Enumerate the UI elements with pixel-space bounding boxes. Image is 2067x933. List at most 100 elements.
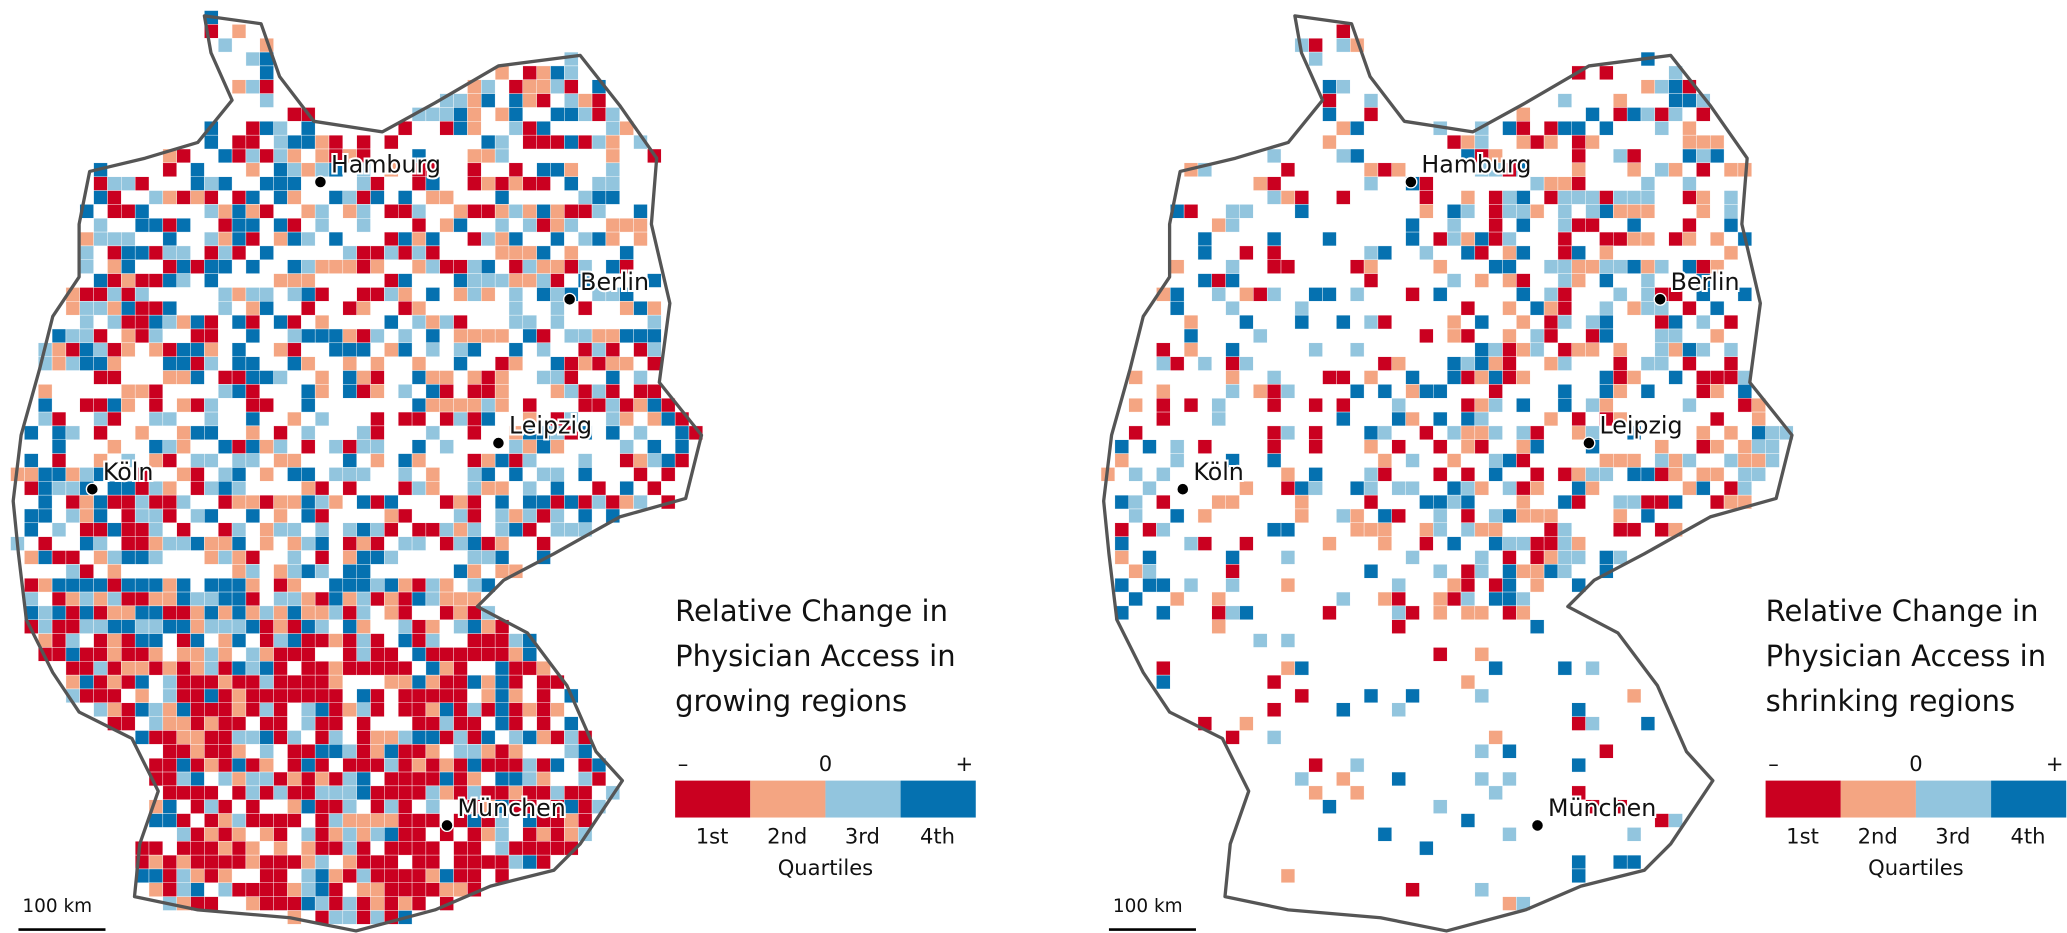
grid-cell bbox=[65, 619, 80, 634]
grid-cell bbox=[1280, 578, 1296, 593]
grid-cell bbox=[245, 564, 260, 579]
grid-cell bbox=[176, 370, 191, 385]
grid-cell bbox=[121, 245, 136, 260]
grid-cell bbox=[1599, 384, 1614, 399]
grid-cell bbox=[287, 896, 302, 911]
grid-cell bbox=[148, 550, 164, 565]
grid-cell bbox=[38, 467, 53, 482]
grid-cell bbox=[1405, 688, 1420, 704]
grid-cell bbox=[1599, 231, 1614, 247]
grid-cell bbox=[204, 176, 219, 191]
grid-cell bbox=[259, 882, 274, 897]
grid-cell bbox=[314, 218, 330, 233]
grid-cell bbox=[1571, 550, 1586, 565]
grid-cell bbox=[1516, 370, 1531, 385]
grid-cell bbox=[1530, 619, 1545, 634]
grid-cell bbox=[536, 259, 551, 274]
grid-cell bbox=[93, 273, 108, 288]
grid-cell bbox=[1654, 259, 1669, 274]
grid-cell bbox=[134, 674, 150, 690]
grid-cell bbox=[301, 287, 316, 302]
grid-cell bbox=[259, 827, 274, 842]
grid-cell bbox=[1613, 107, 1628, 122]
grid-cell bbox=[1128, 564, 1143, 579]
grid-cell bbox=[314, 204, 330, 219]
grid-cell bbox=[1405, 384, 1420, 399]
grid-cell bbox=[550, 107, 565, 122]
grid-cell bbox=[328, 882, 344, 897]
grid-cell bbox=[1530, 536, 1545, 551]
grid-cell bbox=[259, 65, 274, 80]
grid-cell bbox=[384, 578, 399, 593]
grid-cell bbox=[1391, 605, 1406, 620]
grid-cell bbox=[287, 231, 302, 247]
grid-cell bbox=[1446, 204, 1462, 219]
grid-cell bbox=[162, 785, 177, 800]
grid-cell bbox=[1142, 578, 1157, 593]
grid-cell bbox=[605, 411, 620, 427]
grid-cell bbox=[633, 218, 648, 233]
grid-cell bbox=[301, 536, 316, 551]
grid-cell bbox=[162, 259, 177, 274]
grid-cell bbox=[176, 425, 191, 440]
grid-cell bbox=[134, 218, 150, 233]
grid-cell bbox=[287, 757, 302, 773]
grid-cell bbox=[1225, 494, 1240, 510]
legend-scale-label: 0 bbox=[819, 751, 832, 776]
grid-cell bbox=[1405, 550, 1420, 565]
grid-cell bbox=[218, 536, 233, 551]
grid-cell bbox=[1266, 439, 1282, 454]
grid-cell bbox=[605, 342, 620, 357]
grid-cell bbox=[273, 591, 288, 607]
grid-cell bbox=[1363, 494, 1379, 510]
grid-cell bbox=[1197, 273, 1212, 288]
grid-cell bbox=[481, 757, 496, 773]
grid-cell bbox=[1516, 425, 1531, 440]
grid-cell bbox=[453, 619, 468, 634]
grid-cell bbox=[259, 93, 274, 108]
city-label: München bbox=[1548, 794, 1656, 822]
grid-cell bbox=[370, 882, 385, 897]
grid-cell bbox=[425, 882, 440, 897]
grid-cell bbox=[1640, 231, 1656, 247]
grid-cell bbox=[467, 287, 482, 302]
grid-cell bbox=[93, 301, 108, 316]
grid-cell bbox=[1626, 453, 1642, 468]
grid-cell bbox=[398, 453, 413, 468]
grid-cell bbox=[411, 204, 427, 219]
grid-cell bbox=[176, 827, 191, 842]
grid-cell bbox=[79, 619, 94, 634]
grid-cell bbox=[287, 328, 302, 344]
grid-cell bbox=[65, 674, 80, 690]
grid-cell bbox=[1474, 245, 1489, 260]
grid-cell bbox=[121, 494, 136, 510]
grid-cell bbox=[79, 522, 94, 537]
grid-cell bbox=[411, 882, 427, 897]
grid-cell bbox=[370, 702, 385, 717]
grid-cell bbox=[591, 481, 607, 496]
grid-cell bbox=[301, 204, 316, 219]
grid-cell bbox=[508, 854, 524, 870]
grid-cell bbox=[1751, 425, 1766, 440]
grid-cell bbox=[494, 190, 510, 205]
grid-cell bbox=[204, 314, 219, 330]
grid-cell bbox=[148, 757, 164, 773]
grid-cell bbox=[384, 661, 399, 676]
grid-cell bbox=[384, 647, 399, 662]
grid-cell bbox=[342, 481, 357, 496]
grid-cell bbox=[107, 342, 122, 357]
grid-cell bbox=[370, 550, 385, 565]
grid-cell bbox=[481, 688, 496, 704]
grid-cell bbox=[1557, 301, 1572, 316]
grid-cell bbox=[398, 827, 413, 842]
grid-cell bbox=[550, 494, 565, 510]
grid-cell bbox=[328, 259, 344, 274]
grid-cell bbox=[328, 605, 344, 620]
grid-cell bbox=[356, 730, 371, 745]
city-dot bbox=[85, 482, 99, 496]
grid-cell bbox=[522, 273, 537, 288]
grid-cell bbox=[661, 467, 676, 482]
grid-cell bbox=[398, 744, 413, 759]
grid-cell bbox=[1668, 162, 1683, 177]
grid-cell bbox=[314, 411, 330, 427]
